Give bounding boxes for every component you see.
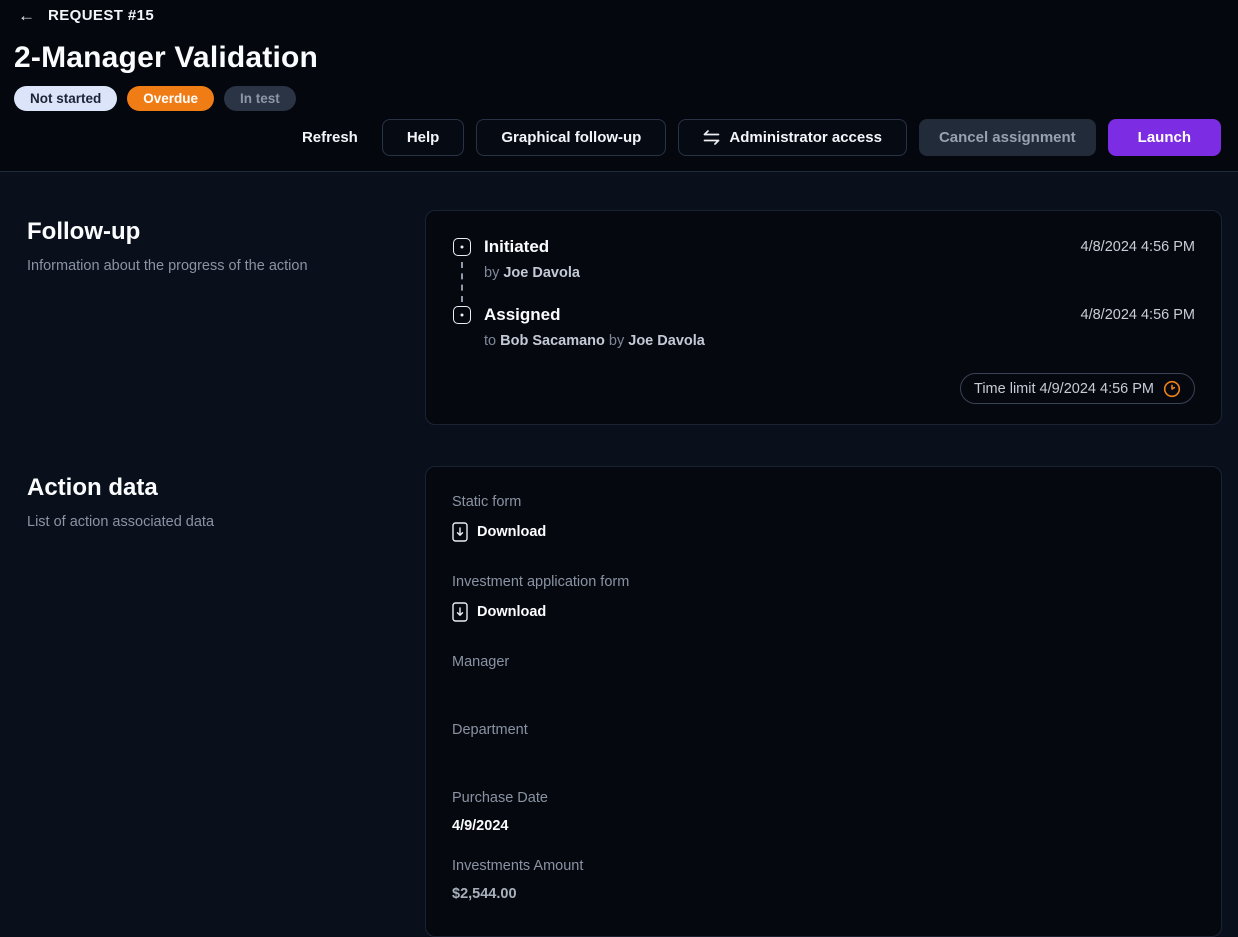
status-badge-in-test: In test — [224, 86, 296, 111]
timeline-event-initiated: Initiated 4/8/2024 4:56 PM — [452, 237, 1195, 257]
timeline-event-assigned: Assigned 4/8/2024 4:56 PM — [452, 305, 1195, 325]
detail-person-name: Joe Davola — [503, 265, 580, 281]
timeline-event-title: Initiated — [484, 237, 550, 256]
download-link-static-form[interactable]: Download — [452, 522, 546, 542]
timeline-event-detail: to Bob Sacamano by Joe Davola — [484, 325, 1195, 373]
status-badge-not-started: Not started — [14, 86, 118, 111]
follow-up-section: Follow-up Information about the progress… — [0, 210, 1222, 425]
back-arrow-icon[interactable]: ← — [18, 6, 35, 25]
field-value-empty — [452, 750, 1195, 766]
download-link-investment-form[interactable]: Download — [452, 602, 546, 622]
field-label: Purchase Date — [452, 790, 548, 806]
field-label: Manager — [452, 654, 510, 670]
main-content: Follow-up Information about the progress… — [0, 172, 1238, 937]
timeline-event-detail-row: by Joe Davola — [452, 257, 1195, 305]
help-button[interactable]: Help — [381, 119, 465, 156]
action-data-section: Action data List of action associated da… — [0, 466, 1222, 937]
field-label: Static form — [452, 494, 522, 510]
follow-up-card: Initiated 4/8/2024 4:56 PM by Joe Davola… — [425, 210, 1222, 425]
download-label: Download — [477, 604, 547, 620]
action-data-title: Action data — [27, 474, 158, 501]
graphical-follow-up-button[interactable]: Graphical follow-up — [476, 119, 667, 156]
time-limit-badge: Time limit 4/9/2024 4:56 PM — [960, 373, 1195, 404]
action-toolbar: Refresh Help Graphical follow-up Adminis… — [290, 119, 1221, 156]
page-header: ← REQUEST #15 2-Manager Validation Not s… — [0, 0, 1238, 172]
timeline-event-detail: by Joe Davola — [484, 257, 1195, 305]
file-download-icon — [452, 522, 468, 542]
detail-person-name: Joe Davola — [628, 333, 705, 349]
download-label: Download — [477, 524, 547, 540]
timeline-event-timestamp: 4/8/2024 4:56 PM — [1080, 239, 1195, 255]
refresh-button[interactable]: Refresh — [290, 119, 370, 156]
swap-arrows-icon — [703, 130, 720, 145]
timeline-connector — [461, 262, 463, 302]
launch-button[interactable]: Launch — [1107, 119, 1221, 156]
detail-prefix: to — [484, 333, 497, 349]
follow-up-title: Follow-up — [27, 218, 141, 245]
status-badge-overdue: Overdue — [127, 86, 215, 111]
breadcrumb: ← REQUEST #15 — [0, 0, 1238, 24]
field-investments-amount: Investments Amount $2,544.00 — [452, 858, 1195, 902]
field-department: Department — [452, 722, 1195, 766]
follow-up-subtitle: Information about the progress of the ac… — [27, 258, 308, 274]
field-label: Investments Amount — [452, 858, 584, 874]
administrator-access-button[interactable]: Administrator access — [678, 119, 907, 156]
detail-prefix: by — [608, 333, 625, 349]
detail-prefix: by — [484, 265, 500, 281]
timeline-step-icon — [453, 306, 471, 324]
page-title: 2-Manager Validation — [14, 41, 319, 74]
time-limit-label: Time limit 4/9/2024 4:56 PM — [974, 380, 1154, 397]
action-data-card: Static form Download Investment applicat… — [425, 466, 1222, 937]
field-manager: Manager — [452, 654, 1195, 698]
clock-icon — [1163, 380, 1181, 398]
field-label: Investment application form — [452, 574, 630, 590]
timeline-event-title: Assigned — [484, 305, 561, 324]
administrator-access-label: Administrator access — [729, 129, 882, 146]
field-value-empty — [452, 682, 1195, 698]
status-badges: Not started Overdue In test — [14, 86, 1238, 111]
field-value: $2,544.00 — [452, 886, 517, 902]
timeline-event-timestamp: 4/8/2024 4:56 PM — [1080, 307, 1195, 323]
action-data-section-header: Action data List of action associated da… — [0, 466, 425, 937]
cancel-assignment-button[interactable]: Cancel assignment — [918, 119, 1096, 156]
timeline-connector-spacer — [452, 325, 472, 373]
field-value: 4/9/2024 — [452, 818, 509, 834]
file-download-icon — [452, 602, 468, 622]
timeline-step-icon — [453, 238, 471, 256]
follow-up-section-header: Follow-up Information about the progress… — [0, 210, 425, 425]
field-investment-application-form: Investment application form Download — [452, 574, 1195, 627]
field-static-form: Static form Download — [452, 494, 1195, 547]
detail-person-name: Bob Sacamano — [500, 333, 605, 349]
action-data-subtitle: List of action associated data — [27, 514, 215, 530]
field-label: Department — [452, 722, 528, 738]
request-id-label[interactable]: REQUEST #15 — [48, 7, 155, 24]
field-purchase-date: Purchase Date 4/9/2024 — [452, 790, 1195, 834]
timeline-event-detail-row: to Bob Sacamano by Joe Davola — [452, 325, 1195, 373]
